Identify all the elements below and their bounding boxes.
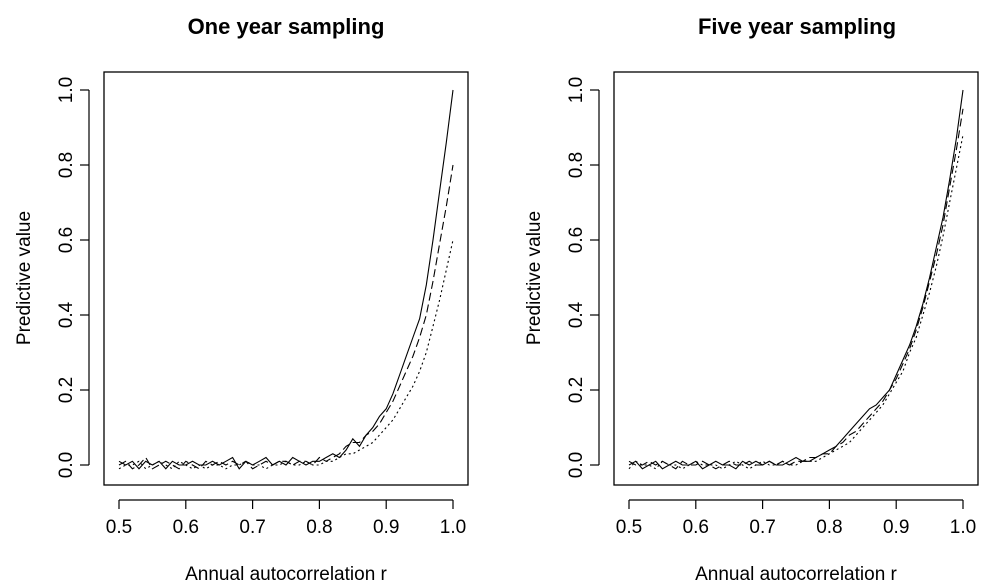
series-line-solid — [118, 89, 454, 470]
x-tick-label: 0.8 — [816, 517, 842, 538]
y-tick-label: 0.2 — [56, 377, 77, 403]
panel-one-year: One year sampling 0.5 0.6 0.7 0.8 0.9 1.0 0.0… — [14, 14, 469, 584]
chart-title: Five year sampling — [698, 14, 896, 39]
y-axis: 0.0 0.2 0.4 0.6 0.8 1.0 — [566, 77, 600, 478]
x-tick-label: 1.0 — [950, 517, 976, 538]
y-tick-label: 1.0 — [56, 77, 77, 103]
x-tick-label: 0.5 — [106, 517, 132, 538]
plot-frame — [103, 71, 469, 486]
x-axis: 0.5 0.6 0.7 0.8 0.9 1.0 — [106, 499, 466, 538]
series-group — [118, 89, 454, 470]
x-tick-label: 1.0 — [440, 517, 466, 538]
x-tick-label: 0.6 — [683, 517, 709, 538]
y-axis-label: Predictive value — [524, 211, 545, 345]
y-tick-label: 0.2 — [566, 377, 587, 403]
series-line-dotted — [118, 239, 454, 470]
x-axis-label: Annual autocorrelation r — [185, 564, 387, 584]
series-line-dashed — [628, 108, 964, 470]
x-tick-label: 0.9 — [883, 517, 909, 538]
y-axis: 0.0 0.2 0.4 0.6 0.8 1.0 — [56, 77, 90, 478]
y-tick-label: 1.0 — [566, 77, 587, 103]
y-tick-label: 0.0 — [56, 452, 77, 478]
y-tick-label: 0.8 — [566, 152, 587, 178]
x-tick-label: 0.5 — [616, 517, 642, 538]
x-axis: 0.5 0.6 0.7 0.8 0.9 1.0 — [616, 499, 976, 538]
x-axis-label: Annual autocorrelation r — [695, 564, 897, 584]
y-tick-label: 0.4 — [566, 301, 587, 328]
x-tick-label: 0.6 — [173, 517, 199, 538]
x-tick-label: 0.7 — [749, 517, 775, 538]
panel-five-year: Five year sampling 0.5 0.6 0.7 0.8 0.9 1.0 0.… — [524, 14, 979, 584]
y-axis-label: Predictive value — [14, 211, 35, 345]
series-line-dotted — [628, 134, 964, 470]
plot-frame — [613, 71, 979, 486]
series-line-solid — [628, 89, 964, 470]
y-tick-label: 0.6 — [566, 227, 587, 253]
chart-title: One year sampling — [188, 14, 385, 39]
y-tick-label: 0.6 — [56, 227, 77, 253]
series-group — [628, 89, 964, 470]
x-tick-label: 0.9 — [373, 517, 399, 538]
y-tick-label: 0.8 — [56, 152, 77, 178]
x-tick-label: 0.8 — [306, 517, 332, 538]
x-tick-label: 0.7 — [239, 517, 265, 538]
y-tick-label: 0.0 — [566, 452, 587, 478]
series-line-dashed — [118, 164, 454, 470]
y-tick-label: 0.4 — [56, 301, 77, 328]
